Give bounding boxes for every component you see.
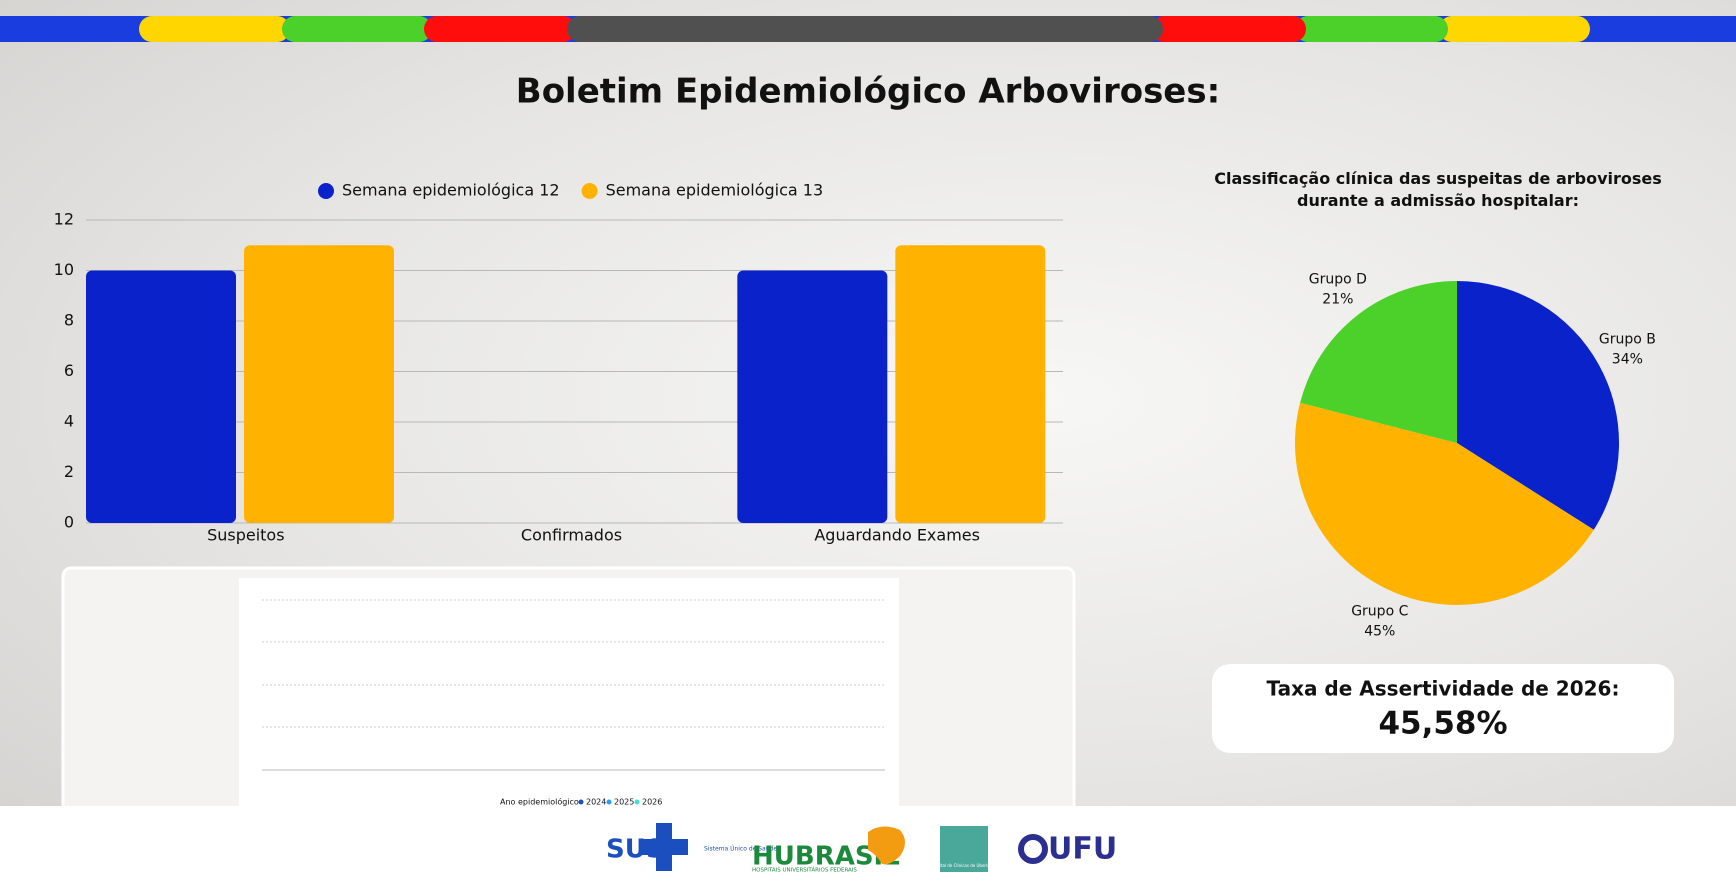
logos: SUS Sistema Único de Saúde HUBRASIL HOSP… — [606, 823, 1117, 874]
page-title: Boletim Epidemiológico Arboviroses: — [516, 72, 1220, 112]
stripe — [567, 16, 1163, 42]
slice-value: 34% — [1612, 351, 1643, 367]
y-tick-label: 6 — [64, 361, 74, 380]
hc-name: Hospital de Clínicas de Uberlândia — [930, 863, 999, 868]
y-tick-label: 2 — [64, 462, 74, 481]
embedded-chart-axes — [262, 599, 885, 771]
embedded-legend-label: 2024 — [586, 798, 606, 807]
stripe — [282, 16, 432, 42]
stripe — [1295, 16, 1448, 42]
map-icon — [868, 826, 905, 865]
stripe — [424, 16, 576, 42]
pie-slice — [1295, 402, 1594, 605]
color-stripe — [0, 16, 1736, 42]
x-tick-label: Confirmados — [521, 526, 622, 545]
hc-logo — [940, 826, 988, 872]
embedded-legend-label: 2025 — [614, 798, 634, 807]
stripe — [1439, 16, 1590, 42]
bar — [86, 270, 236, 523]
y-tick-label: 12 — [54, 210, 74, 229]
embedded-legend-dot — [634, 799, 640, 805]
embedded-legend-label: 2026 — [642, 798, 662, 807]
pie-title: Classificação clínica das suspeitas de a… — [1214, 169, 1662, 210]
bar — [737, 270, 888, 523]
hubrasil-subtitle: HOSPITAIS UNIVERSITÁRIOS FEDERAIS — [752, 867, 857, 874]
y-tick-label: 10 — [54, 260, 74, 279]
x-tick-label: Suspeitos — [207, 526, 284, 545]
bar — [244, 245, 394, 523]
stripe — [139, 16, 290, 42]
ufu-icon — [1018, 834, 1048, 864]
embedded-chart-image — [239, 578, 899, 806]
sus-subtitle: Sistema Único de Saúde — [704, 846, 777, 853]
legend-swatch — [318, 183, 334, 199]
bar — [895, 245, 1046, 523]
slice-name: Grupo D — [1309, 271, 1367, 287]
embedded-legend-dot — [606, 799, 612, 805]
pie-slice — [1300, 281, 1457, 443]
y-tick-label: 0 — [64, 513, 74, 532]
sus-cross — [640, 823, 688, 871]
slice-name: Grupo C — [1351, 603, 1408, 619]
embedded-legend-title: Ano epidemiológico — [500, 797, 579, 807]
accuracy-card — [1212, 664, 1674, 753]
card-label: Taxa de Assertividade de 2026: — [1267, 677, 1620, 701]
pie-slice — [1457, 281, 1619, 530]
slice-name: Grupo B — [1599, 331, 1656, 347]
y-tick-label: 8 — [64, 311, 74, 330]
card-value: 45,58% — [1378, 706, 1507, 742]
ufu-logo: UFU — [1048, 832, 1117, 867]
slice-value: 21% — [1322, 291, 1353, 307]
legend-swatch — [581, 183, 598, 199]
slice-value: 45% — [1364, 623, 1395, 639]
embedded-legend-dot — [578, 799, 584, 805]
legend-label: Semana epidemiológica 12 — [342, 181, 560, 200]
stripe — [1151, 16, 1306, 42]
y-tick-label: 4 — [64, 412, 74, 431]
x-tick-label: Aguardando Exames — [814, 526, 980, 545]
legend-label: Semana epidemiológica 13 — [606, 181, 824, 200]
